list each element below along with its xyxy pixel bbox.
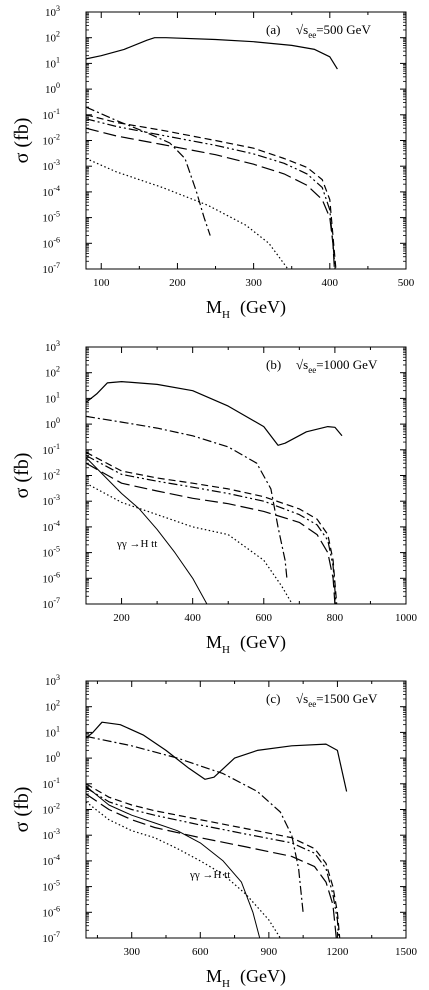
series-line-thin <box>86 457 208 604</box>
series-line-solid <box>86 381 343 446</box>
series-line-dash <box>86 451 338 604</box>
y-axis-label: σ (fb) <box>11 118 33 164</box>
y-tick-label: 101 <box>45 724 60 739</box>
y-tick-label: 10-4 <box>42 853 60 868</box>
series-line-dashdotdot <box>86 454 337 604</box>
x-tick-label: 300 <box>245 277 262 289</box>
y-tick-label: 103 <box>45 339 60 354</box>
y-tick-label: 10-6 <box>42 235 60 250</box>
y-tick-label: 102 <box>45 30 60 45</box>
y-tick-label: 10-2 <box>42 133 60 148</box>
y-tick-label: 103 <box>45 4 60 19</box>
y-tick-label: 10-3 <box>42 158 60 173</box>
chart-panel-3: 103 102 101 100 10-1 10-2 10-3 10-4 10-5 10-6 10-7… <box>11 673 418 990</box>
series-line-dashdot <box>86 106 211 236</box>
series-line-dash <box>86 783 341 938</box>
series-line-longdash <box>86 127 335 269</box>
y-tick-label: 10-4 <box>42 184 60 199</box>
y-tick-label: 10-6 <box>42 570 60 585</box>
y-tick-label: 103 <box>45 673 60 688</box>
series-line-dash <box>86 114 337 269</box>
y-tick-label: 101 <box>45 55 60 70</box>
plot-frame <box>85 680 407 939</box>
x-tick-label: 800 <box>327 612 344 624</box>
panel-label: (a) <box>266 22 280 37</box>
series-line-dashdotdot <box>86 118 336 269</box>
y-tick-label: 10-5 <box>42 210 60 225</box>
y-tick-label: 10-6 <box>42 904 60 919</box>
y-tick-label: 100 <box>45 416 60 431</box>
energy-label: √see=1500 GeV <box>296 691 378 709</box>
y-tick-label: 10-3 <box>42 493 60 508</box>
y-tick-label: 10-5 <box>42 879 60 894</box>
series-line-dashdot <box>86 735 304 913</box>
y-tick-label: 10-1 <box>42 776 60 791</box>
x-tick-label: 200 <box>169 277 186 289</box>
series-line-dotted <box>86 157 289 269</box>
series-line-dashdotdot <box>86 787 340 938</box>
y-tick-label: 102 <box>45 699 60 714</box>
process-annotation: γγ →H tt <box>116 538 157 550</box>
y-tick-label: 10-5 <box>42 545 60 560</box>
series-line-solid <box>86 37 338 70</box>
x-tick-label: 400 <box>322 277 339 289</box>
x-tick-label: 600 <box>256 612 273 624</box>
x-tick-label: 1000 <box>395 612 418 624</box>
plot-frame <box>85 11 407 270</box>
panel-label: (c) <box>266 691 280 706</box>
series-line-solid <box>86 721 348 792</box>
series-line-longdash <box>86 462 336 604</box>
x-tick-label: 100 <box>93 277 110 289</box>
x-tick-label: 500 <box>398 277 415 289</box>
x-tick-label: 1200 <box>326 946 349 958</box>
series-line-thin <box>86 785 261 938</box>
y-tick-label: 102 <box>45 365 60 380</box>
y-tick-label: 100 <box>45 81 60 96</box>
x-axis-label: MH (GeV) <box>206 297 286 321</box>
panel-label: (b) <box>266 357 281 372</box>
y-tick-label: 10-2 <box>42 468 60 483</box>
plot-frame <box>85 346 407 605</box>
x-axis-label: MH (GeV) <box>206 966 286 990</box>
series-line-longdash <box>86 793 337 938</box>
y-tick-label: 10-1 <box>42 107 60 122</box>
x-tick-label: 1500 <box>395 946 418 958</box>
y-tick-label: 100 <box>45 750 60 765</box>
y-tick-label: 10-7 <box>42 596 60 611</box>
y-tick-label: 10-7 <box>42 261 60 276</box>
energy-label: √see=500 GeV <box>296 22 371 40</box>
y-tick-label: 10-2 <box>42 802 60 817</box>
y-tick-label: 101 <box>45 390 60 405</box>
x-tick-label: 400 <box>184 612 201 624</box>
series-line-dashdot <box>86 415 288 579</box>
x-tick-label: 600 <box>192 946 209 958</box>
y-axis-label: σ (fb) <box>11 787 33 833</box>
chart-panel-1: 103 102 101 100 10-1 10-2 10-3 10-4 10-5 10-6 10-7… <box>11 4 415 321</box>
x-tick-label: 300 <box>123 946 140 958</box>
y-axis-label: σ (fb) <box>11 453 33 499</box>
x-axis-label: MH (GeV) <box>206 632 286 656</box>
chart-panel-2: 103 102 101 100 10-1 10-2 10-3 10-4 10-5 10-6 10-7… <box>11 339 418 656</box>
energy-label: √see=1000 GeV <box>296 357 378 375</box>
y-tick-label: 10-1 <box>42 442 60 457</box>
series-line-dotted <box>86 801 281 938</box>
y-tick-label: 10-4 <box>42 519 60 534</box>
y-tick-label: 10-3 <box>42 827 60 842</box>
x-tick-label: 200 <box>113 612 130 624</box>
x-tick-label: 900 <box>261 946 278 958</box>
y-tick-label: 10-7 <box>42 930 60 945</box>
